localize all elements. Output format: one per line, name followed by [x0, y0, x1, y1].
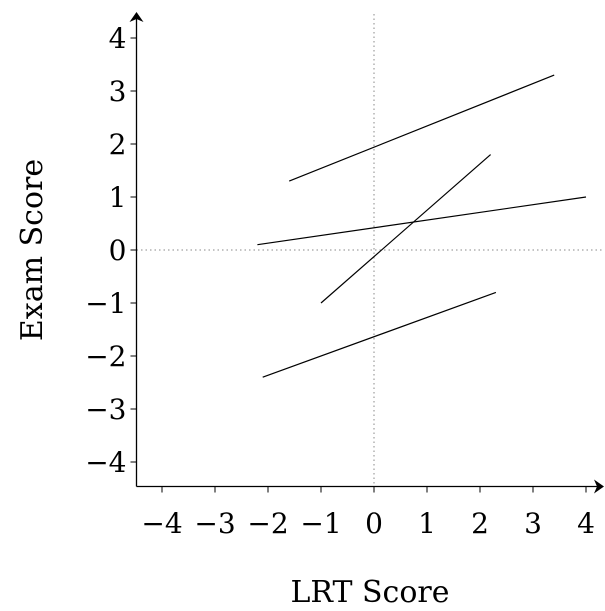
- y-tick-label: 1: [109, 181, 127, 214]
- x-tick-label: −1: [300, 507, 341, 540]
- reference-lines: [137, 14, 603, 487]
- y-tick-label: 0: [109, 234, 127, 267]
- y-tick-label: −1: [85, 287, 126, 320]
- x-tick-label: 2: [471, 507, 489, 540]
- y-tick-label: −3: [85, 393, 126, 426]
- x-tick-label: −3: [194, 507, 235, 540]
- y-tick-label: −4: [85, 446, 126, 479]
- x-axis-title: LRT Score: [290, 575, 449, 610]
- ticks: −4 −3 −2 −1 0 1 2 3 4 −4 −3 −2 −1 0 1 2 3 4: [85, 22, 595, 540]
- y-axis-title: Exam Score: [15, 159, 50, 341]
- x-tick-label: 4: [577, 507, 595, 540]
- y-tick-label: 4: [109, 22, 127, 55]
- series-line-4: [263, 292, 496, 377]
- x-tick-label: 1: [418, 507, 436, 540]
- y-tick-label: 2: [109, 128, 127, 161]
- series-line-1: [289, 75, 554, 181]
- series-line-3: [257, 197, 586, 245]
- y-tick-label: −2: [85, 340, 126, 373]
- x-tick-label: 3: [524, 507, 542, 540]
- y-tick-label: 3: [109, 75, 127, 108]
- series-group: [257, 75, 586, 377]
- x-tick-label: 0: [365, 507, 383, 540]
- series-line-2: [321, 155, 491, 303]
- x-tick-label: −2: [247, 507, 288, 540]
- x-tick-label: −4: [141, 507, 182, 540]
